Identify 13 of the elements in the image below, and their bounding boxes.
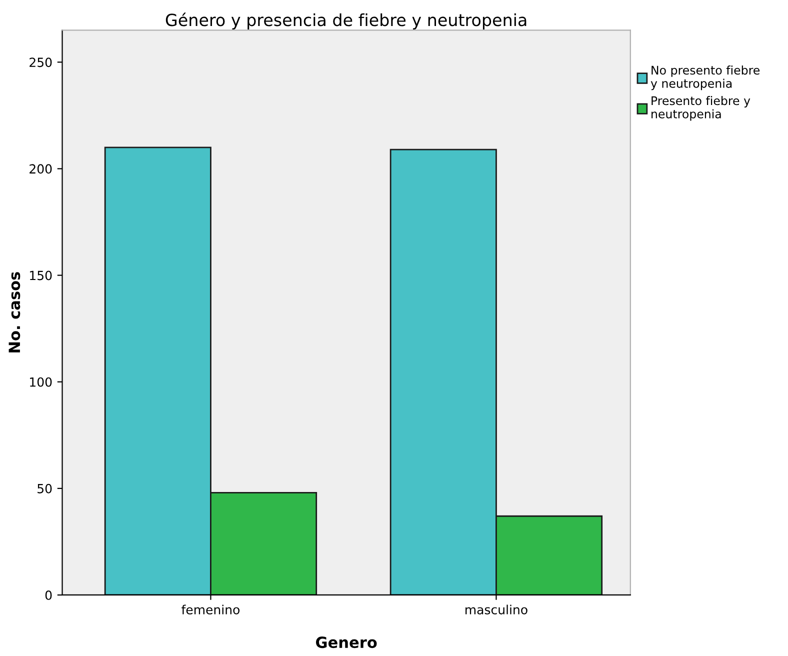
y-tick-label: 100	[30, 377, 52, 387]
legend-label: No presento fiebre y neutropenia	[650, 66, 760, 90]
x-axis-title: Genero	[316, 636, 377, 648]
legend-label: Presento fiebre y neutropenia	[652, 96, 750, 121]
chart-title: Género y presencia de fiebre y neutropenia	[166, 12, 526, 30]
y-tick-label: 250	[30, 58, 52, 68]
y-tick-label: 200	[30, 164, 52, 174]
y-tick-label: 50	[38, 484, 52, 494]
x-tick-label: femenino	[182, 604, 240, 614]
y-tick-label: 0	[45, 590, 52, 600]
y-axis-title: No. casos	[8, 272, 20, 352]
x-tick-label: masculino	[466, 604, 528, 614]
y-tick-label: 150	[30, 270, 52, 280]
